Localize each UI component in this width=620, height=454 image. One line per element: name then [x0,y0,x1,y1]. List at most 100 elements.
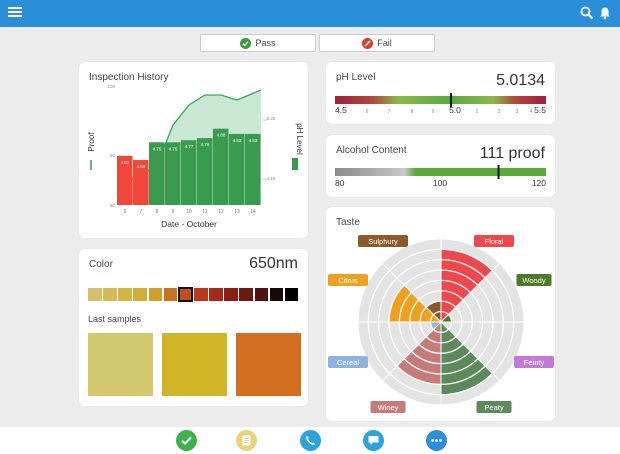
taste-cell-sulphury [381,238,442,272]
taste-label-woody: Woody [522,276,545,285]
left-tick-label: 90 [110,153,116,158]
taste-label-bg-citrus [328,274,368,286]
ph-scale-label: 2 [498,109,501,115]
alcohol-scale-label: 100 [433,178,447,188]
color-swatch[interactable] [254,288,269,301]
ph-bar-label: 4.75 [169,146,178,151]
taste-cell-sulphury [388,248,442,279]
taste-label-feinty: Feinty [524,358,545,367]
color-swatch[interactable] [88,288,102,301]
x-tick-label: 7 [140,209,143,215]
last-samples-label: Last samples [88,314,142,324]
taste-label-bg-peaty [476,401,512,413]
inspection-history-card: Inspection History 4.62 6 4.58 7 4.75 8 4.75 9 4… [79,62,308,238]
taste-label-cereal: Cereal [337,358,359,367]
left-tick-label: 100 [107,84,115,89]
ph-bar [245,133,261,205]
right-tick-label: 5.25 [267,116,276,121]
x-tick-label: 12 [218,209,224,215]
color-swatch[interactable] [239,288,254,301]
ph-bar [165,142,181,205]
ph-bar [117,155,133,205]
ph-bar-label: 4.62 [121,160,130,165]
taste-wheel: Sulphury Floral Citrus Woody Cereal Feinty Win… [328,235,554,413]
ph-bar-label: 4.83 [249,138,258,143]
taste-label-bg-floral [474,235,514,247]
color-swatch[interactable] [163,288,178,301]
color-swatch[interactable] [103,288,117,301]
color-title: Color [89,259,113,270]
x-tick-label: 11 [202,209,207,215]
color-swatch[interactable] [194,288,208,301]
phone-icon[interactable] [300,430,321,451]
ph-scale-label: 9 [432,109,435,115]
check-icon[interactable] [176,430,197,451]
ph-scale-label: 7 [388,109,391,115]
ph-value: 5.0134 [496,72,545,89]
ph-bar [213,128,229,205]
color-swatch[interactable] [118,288,132,301]
taste-label-bg-cereal [328,356,368,368]
ph-scale-label: 6 [366,109,369,115]
fail-label: Fail [377,38,392,48]
more-icon[interactable] [426,430,447,451]
color-card: Color 650nm Last samples [79,249,308,406]
x-tick-label: 6 [124,209,127,215]
ph-bar-label: 4.88 [217,133,226,138]
check-circle-icon [240,37,252,49]
color-value: 650nm [249,255,298,272]
ph-bar-label: 4.77 [185,144,194,149]
alcohol-title: Alcohol Content [336,145,407,156]
color-swatch[interactable] [177,287,194,302]
sample-swatch[interactable] [236,333,301,396]
x-tick-label: 14 [250,209,256,215]
color-swatch[interactable] [209,288,223,301]
alcohol-scale-label: 80 [335,178,345,188]
ph-legend-swatch [292,158,298,170]
taste-label-bg-woody [516,274,552,286]
bottom-nav-bar [0,427,620,454]
chat-icon[interactable] [363,430,384,451]
ph-scale-label: 5.5 [534,105,546,115]
sample-swatch[interactable] [88,333,153,396]
ph-bar-label: 4.58 [137,164,146,169]
fail-button[interactable]: Fail [319,34,435,52]
ph-scale-label: 3 [516,109,519,115]
ph-title: pH Level [336,72,376,83]
alcohol-marker [497,165,500,179]
alcohol-content-card: Alcohol Content 111 proof 80 100 120 [326,135,555,197]
color-swatch[interactable] [148,288,163,301]
ph-bar-label: 4.75 [153,146,162,151]
taste-label-bg-feinty [514,356,554,368]
bell-icon[interactable] [598,6,612,20]
alcohol-scale-bar [335,168,546,176]
ph-bar-label: 4.83 [233,138,242,143]
notes-icon[interactable] [236,430,257,451]
alcohol-value: 111 proof [479,145,545,162]
left-tick-label: 80 [110,203,116,208]
ph-gauge: 4.5 6 7 8 9 5.0 1 2 3 4 5.5 [335,93,546,115]
search-icon[interactable] [580,6,594,20]
x-tick-label: 10 [186,209,192,215]
color-swatch[interactable] [269,288,284,301]
last-samples-row [88,333,301,396]
hamburger-menu-icon[interactable] [8,5,22,21]
color-swatch[interactable] [284,288,299,301]
x-axis-title: Date - October [161,219,217,229]
color-swatch[interactable] [224,288,238,301]
taste-label-citrus: Citrus [338,276,358,285]
taste-label-floral: Floral [485,237,504,246]
color-swatch[interactable] [133,288,148,301]
ph-scale-label: 8 [411,109,414,115]
ph-scale-label: 5.0 [449,105,461,115]
pass-button[interactable]: Pass [200,34,316,52]
sample-swatch[interactable] [162,333,227,396]
y-axis-left-title: Proof [87,132,96,152]
ph-scale-label: 1 [476,109,479,115]
pass-label: Pass [255,38,276,48]
ph-bar [149,142,165,205]
taste-label-sulphury: Sulphury [368,237,398,246]
inspection-title: Inspection History [89,72,169,83]
ph-bar [229,133,245,205]
ph-scale-label: 4.5 [335,105,347,115]
